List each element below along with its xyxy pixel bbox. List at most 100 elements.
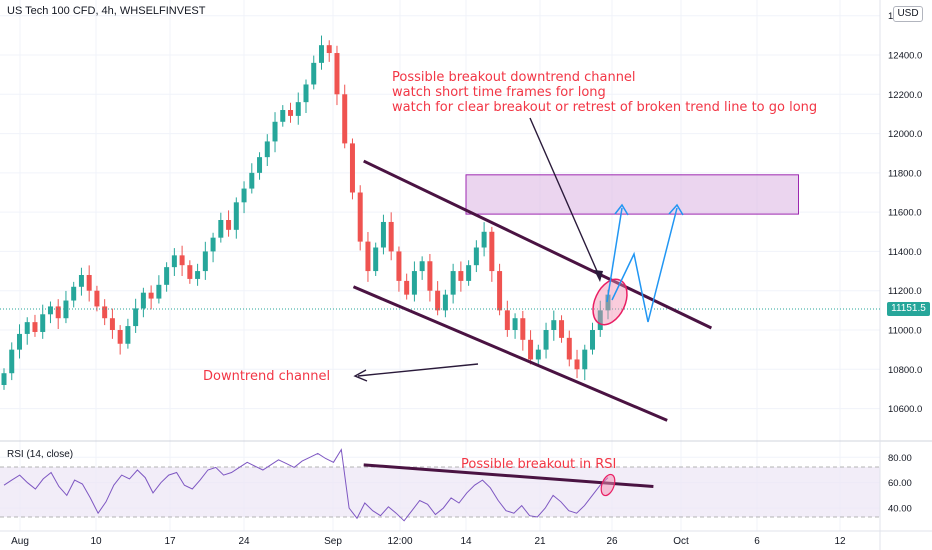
price-tick-label: 11600.0 <box>888 208 922 219</box>
rsi-indicator-label[interactable]: RSI (14, close) <box>7 449 74 460</box>
channel-label-arrowhead <box>353 369 368 382</box>
candle-body <box>535 349 541 360</box>
candle-body <box>326 45 332 54</box>
candle-body <box>411 271 417 295</box>
candle-body <box>264 141 270 158</box>
candle-body <box>497 271 503 311</box>
rsi-breakout-note[interactable]: Possible breakout in RSI <box>461 457 617 472</box>
breakout-note-line2[interactable]: watch short time frames for long <box>392 85 606 100</box>
candle-body <box>427 261 433 291</box>
candle-body <box>373 247 379 272</box>
candle-body <box>450 271 456 295</box>
candle-body <box>318 45 324 63</box>
price-tick-label: 11000.0 <box>888 326 922 337</box>
candle-body <box>218 220 224 238</box>
price-grid <box>0 0 880 531</box>
candle-body <box>47 306 53 315</box>
time-tick-label: Aug <box>11 536 29 547</box>
rsi-tick-label: 60.00 <box>888 478 912 489</box>
time-tick-label: 21 <box>534 536 546 547</box>
channel-label-pointer[interactable] <box>357 363 479 377</box>
projection-arrow-1[interactable] <box>606 207 623 303</box>
time-tick-label: 14 <box>460 536 472 547</box>
projection-arrow-2[interactable] <box>611 207 678 323</box>
rsi-axis-labels[interactable]: 40.00 60.00 80.00 <box>888 453 912 515</box>
time-axis-labels[interactable]: Aug 10 17 24 Sep 12:00 14 21 26 Oct 6 12 <box>11 536 846 547</box>
candle-body <box>272 121 278 142</box>
breakout-note-line3[interactable]: watch for clear breakout or retrest of b… <box>392 100 818 115</box>
candles <box>1 35 611 390</box>
candle-body <box>582 349 588 370</box>
price-tick-label: 10800.0 <box>888 365 922 376</box>
time-tick-label: Oct <box>673 536 689 547</box>
candle-body <box>559 320 565 338</box>
candle-body <box>226 220 232 230</box>
candle-body <box>473 247 479 266</box>
candle-body <box>288 110 294 116</box>
channel-label[interactable]: Downtrend channel <box>203 369 331 384</box>
time-tick-label: 12 <box>834 536 846 547</box>
candle-body <box>543 330 549 350</box>
candle-body <box>32 322 38 332</box>
price-axis-labels[interactable]: 10600.0 10800.0 11000.0 11200.0 11400.0 11600… <box>888 11 922 415</box>
candle-body <box>71 286 77 301</box>
candle-body <box>597 310 603 330</box>
channel-lower-trendline[interactable] <box>352 285 668 422</box>
time-tick-label: 6 <box>754 536 760 547</box>
candle-body <box>419 261 425 272</box>
candle-body <box>249 172 255 189</box>
candle-body <box>404 280 410 295</box>
candle-body <box>156 284 162 299</box>
candle-body <box>466 265 472 281</box>
candle-body <box>357 192 363 242</box>
candle-body <box>590 330 596 350</box>
candle-body <box>40 314 46 332</box>
price-tick-label: 12000.0 <box>888 129 922 140</box>
candle-body <box>504 310 510 330</box>
candle-body <box>140 292 146 309</box>
rsi-tick-label: 40.00 <box>888 504 912 515</box>
candle-body <box>187 265 193 279</box>
rsi-band <box>0 467 880 517</box>
time-tick-label: 10 <box>90 536 102 547</box>
candle-body <box>102 306 108 319</box>
candle-body <box>24 322 30 334</box>
candle-body <box>78 275 84 287</box>
candle-body <box>16 333 22 350</box>
candle-body <box>280 110 286 122</box>
candle-body <box>202 251 208 272</box>
breakout-note-line1[interactable]: Possible breakout downtrend channel <box>392 70 636 85</box>
candle-body <box>551 320 557 330</box>
candle-body <box>605 294 611 311</box>
time-tick-label: 24 <box>238 536 250 547</box>
candle-body <box>388 221 394 252</box>
candle-body <box>86 275 92 291</box>
candle-body <box>55 306 61 319</box>
candle-body <box>179 255 185 266</box>
candle-body <box>303 84 309 103</box>
candle-body <box>117 330 123 344</box>
time-tick-label: 12:00 <box>387 536 412 547</box>
candle-body <box>257 157 263 173</box>
candle-body <box>380 221 386 248</box>
projection-arrow-1-head <box>614 203 629 216</box>
candle-body <box>94 290 100 307</box>
candle-body <box>396 251 402 281</box>
candle-body <box>342 94 348 144</box>
candle-body <box>481 231 487 248</box>
currency-badge[interactable]: USD <box>893 6 923 22</box>
resistance-zone[interactable] <box>465 174 799 215</box>
candle-body <box>574 359 580 370</box>
candle-body <box>164 267 170 285</box>
price-tick-label: 11800.0 <box>888 168 922 179</box>
candle-body <box>195 271 201 279</box>
note-pointer-arrow[interactable] <box>529 117 601 279</box>
breakout-ellipse[interactable] <box>586 274 633 330</box>
time-tick-label: Sep <box>324 536 342 547</box>
candle-body <box>233 202 239 230</box>
candle-body <box>171 255 177 268</box>
symbol-title[interactable]: US Tech 100 CFD, 4h, WHSELFINVEST <box>7 5 206 17</box>
rsi-breakout-ellipse[interactable] <box>599 473 618 498</box>
candle-body <box>435 290 441 311</box>
